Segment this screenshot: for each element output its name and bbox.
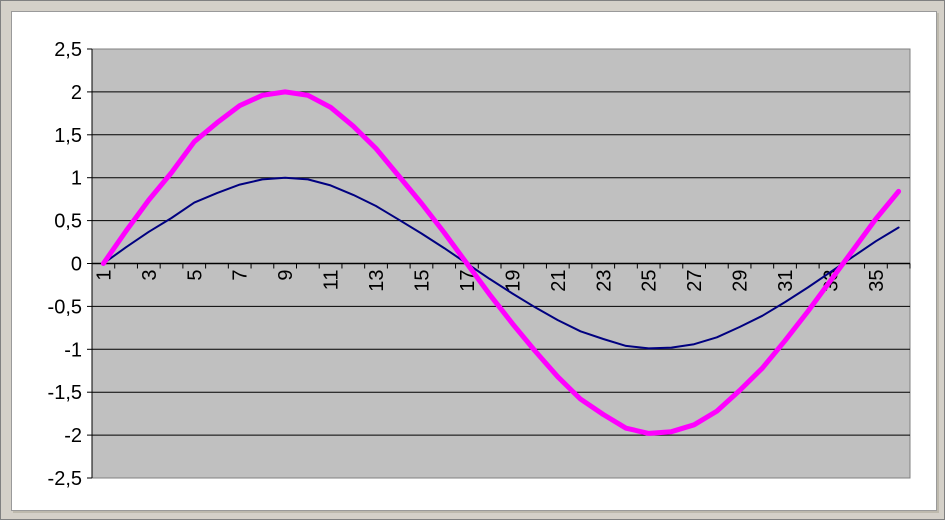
x-tick-label: 23 (593, 270, 615, 292)
y-tick-label: -1,5 (48, 382, 82, 404)
y-tick-label: 0,5 (54, 211, 82, 233)
y-tick-label: -2 (64, 425, 82, 447)
y-tick-label: 1,5 (54, 125, 82, 147)
x-tick-label: 31 (775, 270, 797, 292)
x-tick-label: 3 (139, 270, 161, 281)
chart-area: 2,5 2 1,5 1 0,5 0 -0,5 -1 -1,5 -2 -2,5 1 3 5 7 9 11 13 15… (11, 11, 937, 511)
x-tick-label: 35 (866, 270, 888, 292)
x-tick-label: 13 (366, 270, 388, 292)
y-tick-label: -1 (64, 339, 82, 361)
x-tick-label: 1 (93, 270, 115, 281)
series-line-1 (102, 176, 900, 350)
y-tick-label: 2 (71, 82, 82, 104)
x-tick-label: 19 (502, 269, 524, 291)
x-tick-label: 7 (230, 270, 252, 281)
x-tick-label: 15 (411, 270, 433, 292)
x-tick-label: 27 (684, 270, 706, 292)
series-line-2 (100, 89, 902, 436)
x-tick-label: 9 (275, 270, 297, 281)
line-chart: 2,521,510,50-0,5-1-1,5-2-2,5 1 3 5 7 9 11 13 15… (48, 39, 911, 490)
x-tick-label: 25 (639, 270, 661, 292)
y-axis-ticks: 2,5 2 1,5 1 0,5 0 -0,5 -1 -1,5 -2 -2,5 (48, 39, 93, 490)
y-tick-label: 2,5 (54, 39, 82, 61)
x-tick-label: 21 (548, 270, 570, 292)
x-tick-label: 5 (184, 270, 206, 281)
y-tick-label: -2,5 (48, 468, 82, 490)
series-lines (100, 89, 902, 436)
x-tick-label: 29 (730, 270, 752, 292)
y-tick-label: 1 (71, 168, 82, 190)
y-tick-label: 0 (71, 254, 82, 276)
x-tick-label: 11 (321, 270, 343, 291)
y-tick-label: -0,5 (48, 296, 82, 318)
